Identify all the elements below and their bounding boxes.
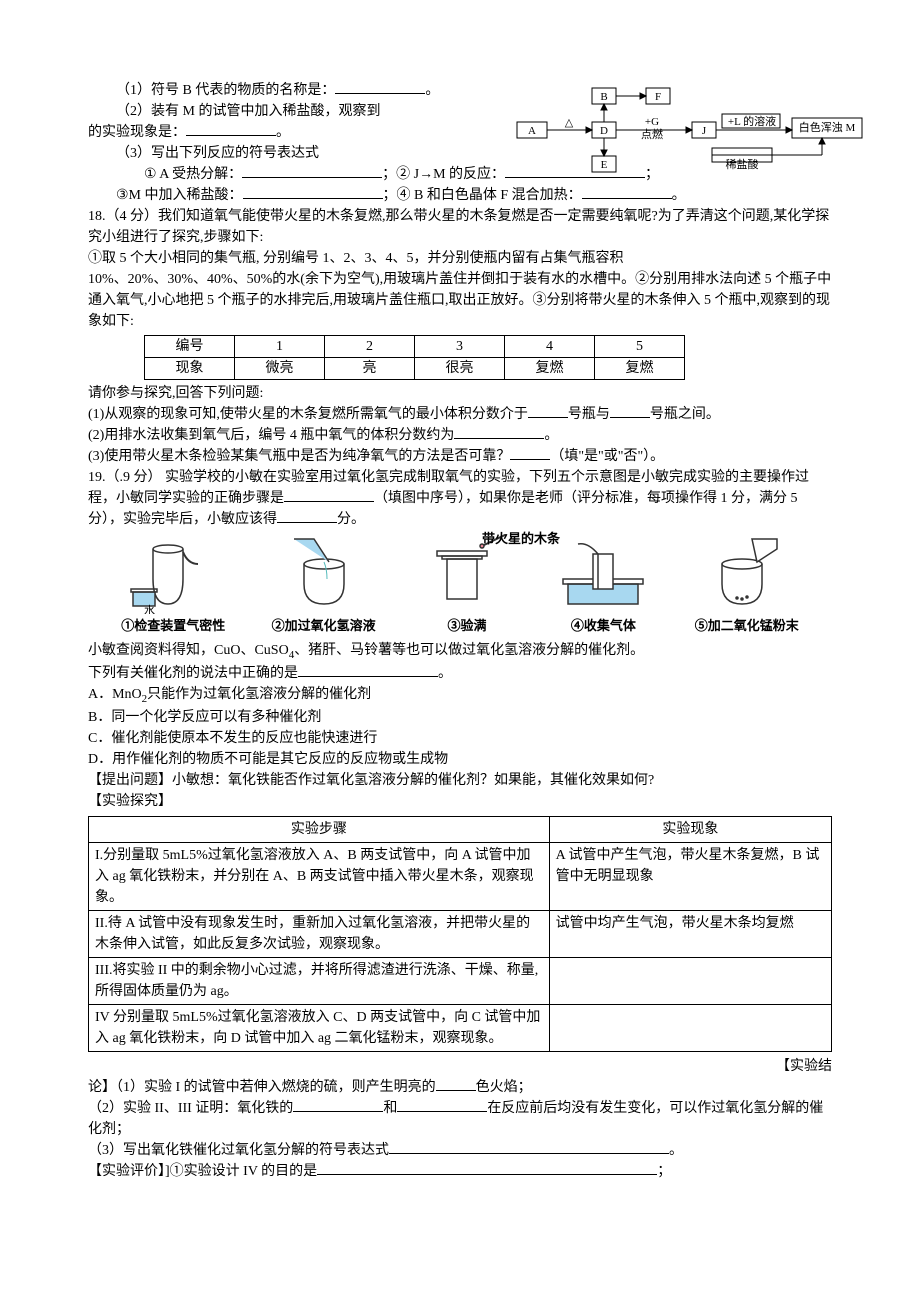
q19-head: 19.（.9 分） 实验学校的小敏在实验室用过氧化氢完成制取氧气的实验，下列五个… [88,467,832,530]
exp-label: ④收集气体 [571,616,636,636]
q18-p1: (1)从观察的现象可知,使带火星的木条复燃所需氧气的最小体积分数介于号瓶与号瓶之… [88,404,832,425]
svg-text:点燃: 点燃 [641,127,663,141]
q19-optA: A．MnO2只能作为过氧化氢溶液分解的催化剂 [88,684,832,707]
experiment-table: 实验步骤实验现象 I.分别量取 5mL5%过氧化氢溶液放入 A、B 两支试管中，… [88,816,832,1052]
svg-text:水: 水 [144,604,155,614]
q18-p3: (3)使用带火星木条检验某集气瓶中是否为纯净氧气的方法是否可靠？（填"是"或"否… [88,446,832,467]
exp-label: ③验满 [447,616,486,636]
exp-label: ⑤加二氧化锰粉末 [695,616,799,636]
svg-text:+G: +G [645,116,659,128]
q18-s1: ①取 5 个大小相同的集气瓶, 分别编号 1、2、3、4、5，并分别使瓶内留有占… [88,248,832,269]
exp-5: ⑤加二氧化锰粉末 [695,534,799,636]
experiment-images: 水 ①检查装置气密性 ②加过氧化氢溶液 带火星的木条 ③验满 ④收集气体 ⑤加二… [88,534,832,636]
exp-3: 带火星的木条 ③验满 [422,534,512,636]
svg-text:△: △ [565,117,574,129]
flow-diagram: A B F D E J 白色浑浊 M △ +G 点燃 +L 的溶液 稀盐酸 [512,80,872,180]
svg-text:E: E [601,159,608,171]
q18-q: 请你参与探究,回答下列问题: [88,383,832,404]
q19-c3: （3）写出氧化铁催化过氧化氢分解的符号表达式。 [88,1140,832,1161]
q19-c1: 论】（1）实验 I 的试管中若伸入燃烧的硫，则产生明亮的色火焰； [88,1077,832,1098]
svg-text:J: J [702,125,707,137]
q19-r2: 下列有关催化剂的说法中正确的是。 [88,663,832,684]
svg-text:F: F [655,91,661,103]
q19-r1: 小敏查阅资料得知，CuO、CuSO4、猪肝、马铃薯等也可以做过氧化氢溶液分解的催… [88,640,832,663]
exp-note: 带火星的木条 [482,529,560,549]
q19-ev: 【实验评价】]①实验设计 IV 的目的是； [88,1161,832,1182]
table-row: II.待 A 试管中没有现象发生时，重新加入过氧化氢溶液，并把带火星的木条伸入试… [89,911,832,958]
table-row: 现象微亮亮很亮复燃复燃 [145,358,685,380]
q19-tk: 【实验探究】 [88,791,832,812]
page-content: A B F D E J 白色浑浊 M △ +G 点燃 +L 的溶液 稀盐酸 （1… [88,80,832,1182]
q19-tq: 【提出问题】小敏想：氧化铁能否作过氧化氢溶液分解的催化剂？如果能，其催化效果如何… [88,770,832,791]
q18-head: 18.（4 分）我们知道氧气能使带火星的木条复燃,那么带火星的木条复燃是否一定需… [88,206,832,248]
exp-label: ①检查装置气密性 [121,616,225,636]
svg-text:稀盐酸: 稀盐酸 [726,157,759,171]
table-row: IV 分别量取 5mL5%过氧化氢溶液放入 C、D 两支试管中，向 C 试管中加… [89,1005,832,1052]
q19-c2: （2）实验 II、III 证明：氧化铁的和在反应前后均没有发生变化，可以作过氧化… [88,1098,832,1140]
q19-optB: B．同一个化学反应可以有多种催化剂 [88,707,832,728]
table-row: 编号12345 [145,336,685,358]
exp-label: ②加过氧化氢溶液 [272,616,376,636]
q19-optD: D．用作催化剂的物质不可能是其它反应的反应物或生成物 [88,749,832,770]
q18-p2: (2)用排水法收集到氧气后，编号 4 瓶中氧气的体积分数约为。 [88,425,832,446]
q19-optC: C．催化剂能使原本不发生的反应也能快速进行 [88,728,832,749]
svg-text:+L 的溶液: +L 的溶液 [728,114,776,128]
conclusion-start: 【实验结 [776,1056,832,1077]
svg-text:B: B [600,91,607,103]
svg-text:A: A [528,125,536,137]
q18-s2: 10%、20%、30%、40%、50%的水(余下为空气),用玻璃片盖住并倒扣于装… [88,269,832,332]
svg-text:D: D [600,125,608,137]
table-row: III.将实验 II 中的剩余物小心过滤，并将所得滤渣进行洗涤、干燥、称量,所得… [89,958,832,1005]
exp-1: 水 ①检查装置气密性 [121,534,225,636]
table-row: I.分别量取 5mL5%过氧化氢溶液放入 A、B 两支试管中，向 A 试管中加入… [89,843,832,911]
table-row: 实验步骤实验现象 [89,817,832,843]
q18-table: 编号12345 现象微亮亮很亮复燃复燃 [144,335,685,380]
exp-2: ②加过氧化氢溶液 [272,534,376,636]
q17-3-2: ③M 中加入稀盐酸：；④ B 和白色晶体 F 混合加热：。 [88,185,832,206]
exp-4: ④收集气体 [558,534,648,636]
svg-text:白色浑浊 M: 白色浑浊 M [799,120,856,134]
